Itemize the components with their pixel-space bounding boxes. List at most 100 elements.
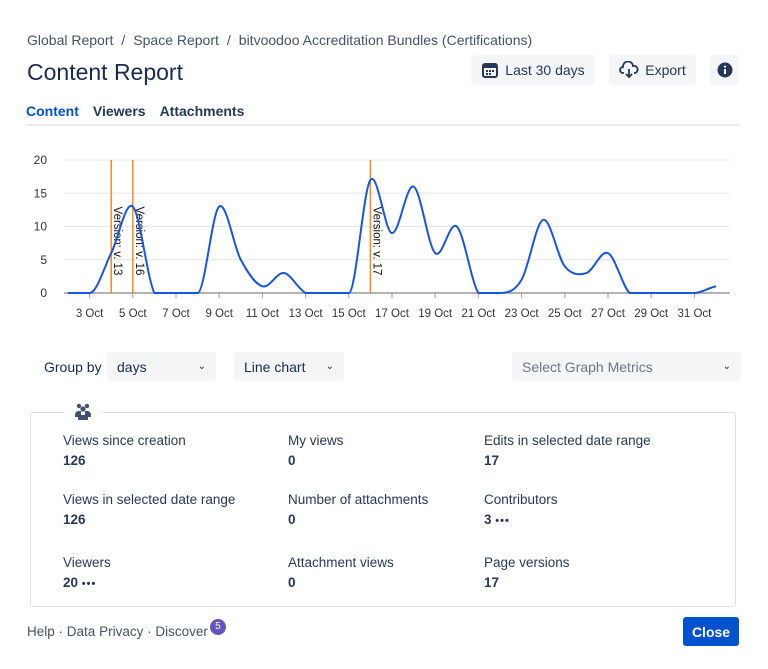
data-point[interactable] xyxy=(667,287,679,299)
data-point[interactable] xyxy=(300,287,312,299)
data-point[interactable] xyxy=(710,280,722,292)
data-point[interactable] xyxy=(451,221,463,233)
y-tick-label: 5 xyxy=(40,253,47,267)
stat-number: 126 xyxy=(63,512,86,527)
y-tick-label: 20 xyxy=(34,153,48,167)
export-label: Export xyxy=(645,62,686,78)
more-icon[interactable]: ••• xyxy=(495,515,510,527)
stat-label: Page versions xyxy=(484,555,570,570)
data-point[interactable] xyxy=(494,287,506,299)
x-tick-label: 29 Oct xyxy=(634,308,669,320)
stat-item: Viewers 20 ••• xyxy=(63,555,111,590)
close-button[interactable]: Close xyxy=(683,617,739,646)
series-line xyxy=(68,177,717,294)
stat-number: 17 xyxy=(484,575,500,590)
data-point[interactable] xyxy=(624,287,636,299)
separator-dot: · xyxy=(58,624,64,639)
data-point[interactable] xyxy=(386,227,398,239)
y-tick-label: 0 xyxy=(40,286,47,300)
more-icon[interactable]: ••• xyxy=(81,578,97,590)
data-point[interactable] xyxy=(278,267,290,279)
x-tick-label: 17 Oct xyxy=(375,308,410,320)
stat-label: Views since creation xyxy=(63,433,186,448)
stat-value: 0 xyxy=(288,453,344,468)
data-point[interactable] xyxy=(343,287,355,299)
version-marker-label: Version: v. 16 xyxy=(133,207,145,276)
data-point[interactable] xyxy=(645,287,657,299)
chevron-down-icon: ⌄ xyxy=(722,361,731,372)
data-point[interactable] xyxy=(127,201,139,213)
stat-label: Viewers xyxy=(63,555,111,570)
stat-item: Edits in selected date range 17 xyxy=(484,433,651,468)
breadcrumb-separator: / xyxy=(121,32,126,48)
stat-item: Contributors 3 ••• xyxy=(484,492,558,527)
data-point[interactable] xyxy=(602,247,614,259)
tab-viewers[interactable]: Viewers xyxy=(92,103,146,119)
data-point[interactable] xyxy=(170,287,182,299)
stat-label: Contributors xyxy=(484,492,558,507)
separator-dot: · xyxy=(147,624,152,639)
export-button[interactable]: Export xyxy=(609,55,696,85)
chart-type-value: Line chart xyxy=(244,358,306,375)
x-tick-label: 13 Oct xyxy=(289,308,324,320)
tab-content[interactable]: Content xyxy=(26,103,79,126)
graph-metrics-select[interactable]: Select Graph Metrics ⌄ xyxy=(512,352,741,381)
data-point[interactable] xyxy=(256,280,268,292)
breadcrumb-space-report[interactable]: Space Report xyxy=(133,32,219,48)
data-point[interactable] xyxy=(408,181,420,193)
data-point[interactable] xyxy=(580,267,592,279)
stat-label: Views in selected date range xyxy=(63,492,236,507)
data-point[interactable] xyxy=(62,287,74,299)
breadcrumb-page[interactable]: bitvoodoo Accreditation Bundles (Certifi… xyxy=(238,32,533,48)
views-line-chart: 0 5 10 15 20 3 Oct 5 Oct 7 Oct 9 Oct 11 Oct 13 Oct… xyxy=(34,153,730,320)
data-point[interactable] xyxy=(516,274,528,286)
data-point[interactable] xyxy=(429,247,441,259)
stat-number: 0 xyxy=(288,453,296,468)
x-tick-label: 23 Oct xyxy=(505,308,540,320)
stat-value: 126 xyxy=(63,512,235,527)
data-privacy-link[interactable]: Data Privacy xyxy=(66,624,144,639)
y-tick-label: 10 xyxy=(34,220,48,234)
help-link[interactable]: Help xyxy=(27,624,55,639)
data-point[interactable] xyxy=(213,201,225,213)
date-range-button[interactable]: Last 30 days xyxy=(471,55,595,85)
x-tick-label: 3 Oct xyxy=(76,308,104,320)
discover-link[interactable]: Discover xyxy=(155,624,208,639)
data-point[interactable] xyxy=(192,287,204,299)
stat-label: Attachment views xyxy=(288,555,394,570)
x-tick-label: 9 Oct xyxy=(205,308,233,320)
version-marker-label: Version: v. 17 xyxy=(370,207,382,276)
users-icon xyxy=(65,403,101,426)
data-point[interactable] xyxy=(235,254,247,266)
group-by-value: days xyxy=(117,358,147,375)
discover-badge: 5 xyxy=(209,619,226,635)
stat-number: 126 xyxy=(63,453,86,468)
y-tick-label: 15 xyxy=(34,186,48,200)
data-point[interactable] xyxy=(148,287,160,299)
date-range-label: Last 30 days xyxy=(505,62,585,78)
data-point[interactable] xyxy=(537,214,549,226)
stat-value: 3 ••• xyxy=(484,512,558,527)
chart-type-select[interactable]: Line chart ⌄ xyxy=(234,352,344,381)
x-tick-label: 25 Oct xyxy=(548,308,583,320)
footer-links: Help · Data Privacy · Discover 5 xyxy=(27,619,226,642)
page-title: Content Report xyxy=(27,59,183,85)
data-point[interactable] xyxy=(472,287,484,299)
tab-attachments[interactable]: Attachments xyxy=(159,103,245,119)
group-by-label: Group by xyxy=(44,359,102,375)
breadcrumb-global-report[interactable]: Global Report xyxy=(27,32,114,48)
data-point[interactable] xyxy=(321,287,333,299)
group-by-select[interactable]: days ⌄ xyxy=(107,352,216,381)
stats-panel: Views since creation 126 My views 0 Edits in… xyxy=(30,403,736,607)
data-point[interactable] xyxy=(559,260,571,272)
data-point[interactable] xyxy=(105,247,117,259)
stat-value: 17 xyxy=(484,453,651,468)
data-point[interactable] xyxy=(688,287,700,299)
x-tick-label: 19 Oct xyxy=(418,308,453,320)
data-point[interactable] xyxy=(84,287,96,299)
stat-value: 126 xyxy=(63,453,186,468)
stat-item: Views since creation 126 xyxy=(63,433,186,468)
data-point[interactable] xyxy=(364,174,376,186)
info-button[interactable] xyxy=(710,55,739,85)
x-tick-label: 15 Oct xyxy=(332,308,367,320)
